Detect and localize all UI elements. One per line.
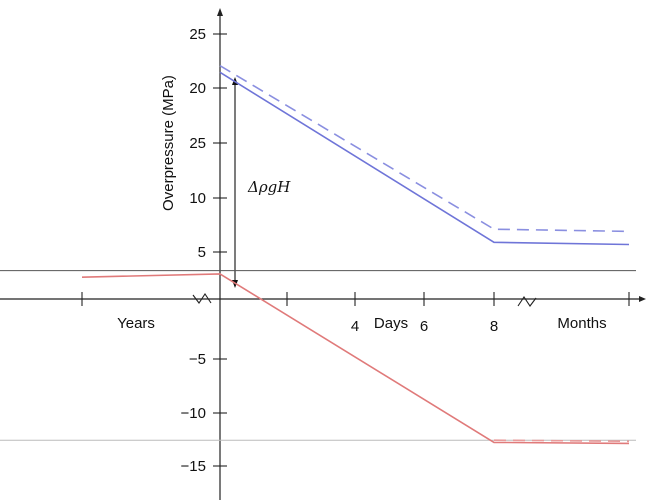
x-axis-break-left xyxy=(192,293,212,304)
x-tick-label: 4 xyxy=(351,318,359,335)
y-axis-title: Overpressure (MPa) xyxy=(160,75,177,211)
x-axis-arrow xyxy=(639,296,646,302)
x-segment-label-years: Years xyxy=(117,315,155,332)
series-line-2 xyxy=(81,273,630,445)
y-tick-label: 25 xyxy=(189,26,206,43)
series-line-0 xyxy=(219,71,630,246)
y-tick-label: 25 xyxy=(189,135,206,152)
x-tick-label: 8 xyxy=(490,318,498,335)
y-axis-arrow xyxy=(217,8,223,16)
y-lower-tick-labels: −5 −10 −15 xyxy=(181,351,206,475)
x-ticks xyxy=(81,292,630,306)
x-tick-label: 6 xyxy=(420,318,428,335)
series-line-1 xyxy=(219,65,630,233)
delta-rho-g-h-label: ΔρgH xyxy=(247,178,291,196)
y-tick-label: −5 xyxy=(189,351,206,368)
series-layer xyxy=(0,65,636,445)
y-tick-label: 10 xyxy=(189,190,206,207)
y-tick-label: −15 xyxy=(181,458,206,475)
y-tick-label: 20 xyxy=(189,80,206,97)
x-segment-label-months: Months xyxy=(557,315,606,332)
series-line-3 xyxy=(493,439,630,443)
x-segment-label-days: Days xyxy=(374,315,408,332)
y-tick-label: −10 xyxy=(181,405,206,422)
y-tick-label: 5 xyxy=(198,244,206,261)
y-ticks xyxy=(213,33,227,467)
y-upper-tick-labels: 25 20 25 10 5 xyxy=(189,26,206,261)
x-axis-break-right xyxy=(517,296,537,307)
